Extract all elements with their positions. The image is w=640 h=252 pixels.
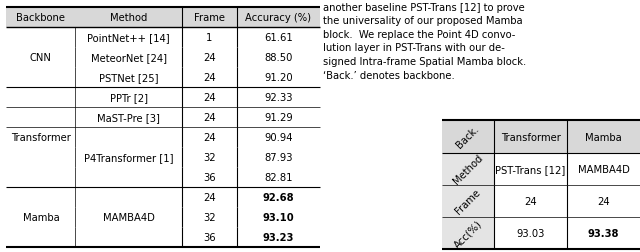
Text: 92.33: 92.33 — [264, 92, 292, 102]
Text: MAMBA4D: MAMBA4D — [103, 212, 155, 222]
Text: 87.93: 87.93 — [264, 152, 292, 162]
Text: PointNet++ [14]: PointNet++ [14] — [88, 33, 170, 43]
Text: Frame: Frame — [453, 187, 483, 216]
Text: 24: 24 — [203, 132, 216, 142]
Text: 24: 24 — [203, 92, 216, 102]
Text: 88.50: 88.50 — [264, 52, 292, 62]
Text: CNN: CNN — [30, 52, 52, 62]
Text: 93.23: 93.23 — [263, 232, 294, 242]
Text: Mamba: Mamba — [585, 132, 622, 142]
Text: 91.29: 91.29 — [264, 112, 293, 122]
Text: Mamba: Mamba — [22, 212, 60, 222]
Text: 36: 36 — [203, 232, 216, 242]
Text: 61.61: 61.61 — [264, 33, 293, 43]
Text: Accuracy (%): Accuracy (%) — [246, 13, 312, 22]
Text: 24: 24 — [203, 52, 216, 62]
Polygon shape — [442, 121, 494, 249]
Text: PST-Trans [12]: PST-Trans [12] — [495, 164, 566, 174]
Text: 32: 32 — [203, 152, 216, 162]
Polygon shape — [6, 8, 320, 27]
Text: Method: Method — [110, 13, 147, 22]
Text: 24: 24 — [203, 72, 216, 82]
Text: 24: 24 — [203, 112, 216, 122]
Text: 32: 32 — [203, 212, 216, 222]
Text: P4Transformer [1]: P4Transformer [1] — [84, 152, 173, 162]
Text: Method: Method — [451, 152, 484, 186]
Text: 91.20: 91.20 — [264, 72, 292, 82]
Text: 93.10: 93.10 — [262, 212, 294, 222]
Text: Transformer: Transformer — [500, 132, 561, 142]
Text: 90.94: 90.94 — [264, 132, 292, 142]
Text: Backbone: Backbone — [17, 13, 65, 22]
Text: 1: 1 — [206, 33, 212, 43]
Text: Acc(%): Acc(%) — [452, 218, 484, 249]
Text: 92.68: 92.68 — [262, 192, 294, 202]
Text: Back.: Back. — [454, 124, 481, 150]
Text: 93.38: 93.38 — [588, 228, 620, 238]
Text: PPTr [2]: PPTr [2] — [109, 92, 148, 102]
Text: 24: 24 — [524, 196, 537, 206]
Text: 24: 24 — [597, 196, 610, 206]
Text: 82.81: 82.81 — [264, 172, 292, 182]
Text: MaST-Pre [3]: MaST-Pre [3] — [97, 112, 160, 122]
Text: another baseline PST-Trans [12] to prove
the universality of our proposed Mamba
: another baseline PST-Trans [12] to prove… — [323, 3, 527, 80]
Text: Transformer: Transformer — [11, 132, 71, 142]
Text: 24: 24 — [203, 192, 216, 202]
Text: 93.03: 93.03 — [516, 228, 545, 238]
Text: 36: 36 — [203, 172, 216, 182]
Text: MeteorNet [24]: MeteorNet [24] — [91, 52, 166, 62]
Polygon shape — [442, 121, 640, 153]
Text: MAMBA4D: MAMBA4D — [577, 164, 629, 174]
Text: Frame: Frame — [194, 13, 225, 22]
Text: PSTNet [25]: PSTNet [25] — [99, 72, 159, 82]
